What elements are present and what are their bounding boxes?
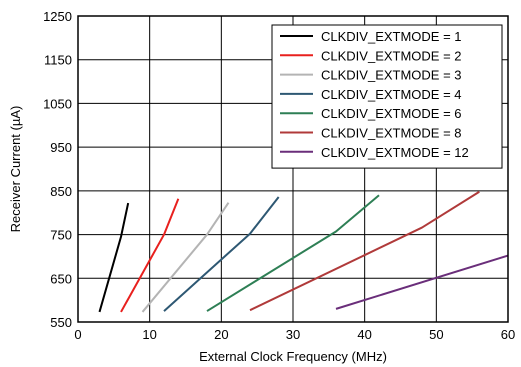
y-tick-label: 950 [50, 140, 72, 155]
y-axis-title: Receiver Current (µA) [8, 106, 23, 233]
series-line [335, 254, 509, 310]
x-tick-label: 10 [142, 327, 156, 342]
legend-label: CLKDIV_EXTMODE = 2 [321, 48, 462, 63]
y-tick-label: 1250 [43, 9, 72, 24]
series-line [141, 202, 230, 313]
x-tick-label: 0 [74, 327, 81, 342]
series-line [98, 202, 130, 313]
x-tick-label: 50 [429, 327, 443, 342]
x-tick-label: 40 [357, 327, 371, 342]
series-line [249, 190, 480, 312]
legend-label: CLKDIV_EXTMODE = 4 [321, 87, 462, 102]
y-tick-label: 550 [50, 315, 72, 330]
x-tick-label: 30 [286, 327, 300, 342]
plot-frame [77, 15, 509, 323]
tick-labels: 0 10 20 30 40 50 60 550 650 750 850 950 1050 1150 1250 [43, 9, 515, 342]
legend-label: CLKDIV_EXTMODE = 12 [321, 145, 469, 160]
legend-label: CLKDIV_EXTMODE = 1 [321, 29, 462, 44]
legend-label: CLKDIV_EXTMODE = 6 [321, 106, 462, 121]
legend-label: CLKDIV_EXTMODE = 8 [321, 126, 462, 141]
series-line [120, 198, 180, 313]
x-tick-label: 20 [214, 327, 228, 342]
y-tick-label: 850 [50, 184, 72, 199]
y-tick-label: 750 [50, 228, 72, 243]
y-tick-label: 650 [50, 271, 72, 286]
x-axis-title: External Clock Frequency (MHz) [199, 349, 387, 364]
series-lines [98, 190, 509, 313]
series-line [206, 194, 380, 312]
legend-label: CLKDIV_EXTMODE = 3 [321, 68, 462, 83]
series-line [163, 196, 280, 312]
y-tick-label: 1050 [43, 96, 72, 111]
legend-box [271, 24, 503, 169]
legend: CLKDIV_EXTMODE = 1 CLKDIV_EXTMODE = 2 CLKD… [271, 24, 503, 169]
y-tick-label: 1150 [44, 53, 72, 68]
x-tick-label: 60 [501, 327, 515, 342]
